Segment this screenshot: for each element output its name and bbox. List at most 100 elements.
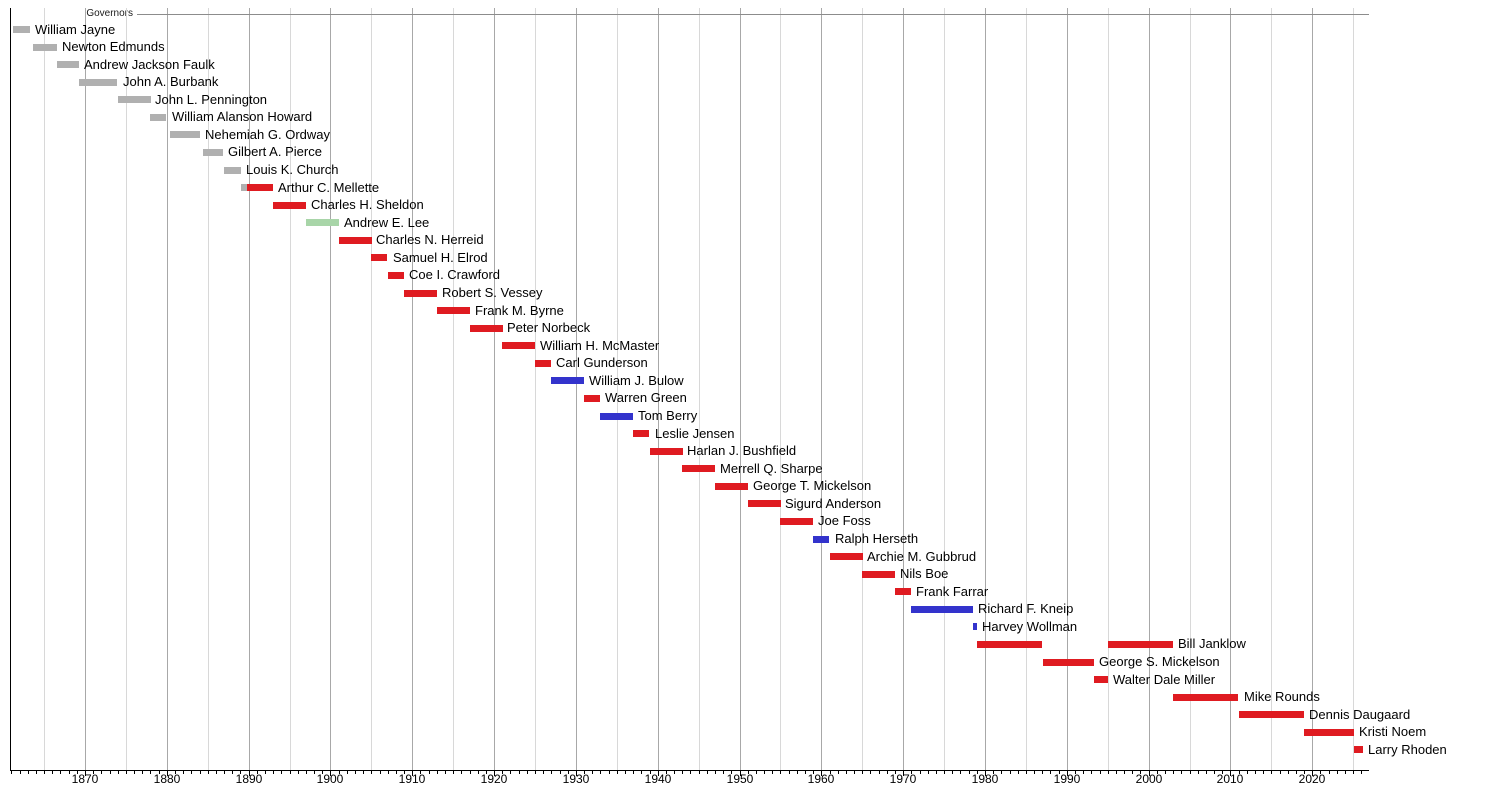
year-tick [232, 771, 233, 774]
decade-tick [494, 771, 495, 776]
term-bar [862, 571, 895, 578]
year-tick [28, 771, 29, 774]
year-tick [502, 771, 503, 774]
year-tick [1345, 771, 1346, 774]
governor-name-label: Andrew Jackson Faulk [84, 57, 215, 72]
term-bar [715, 483, 748, 490]
decade-gridline [1149, 8, 1150, 770]
governor-name-label: Leslie Jensen [655, 426, 735, 441]
governor-name-label: Carl Gunderson [556, 355, 648, 370]
gridline [1026, 8, 1027, 770]
governor-name-label: Richard F. Kneip [978, 601, 1074, 616]
year-tick [101, 771, 102, 774]
year-tick [584, 771, 585, 774]
axis-year-label: 1920 [480, 772, 508, 786]
year-tick [879, 771, 880, 774]
year-tick [797, 771, 798, 774]
governor-name-label: Harlan J. Bushfield [687, 443, 797, 458]
year-tick [830, 771, 831, 774]
governor-name-label: Dennis Daugaard [1309, 707, 1411, 722]
year-tick [682, 771, 683, 774]
year-tick [69, 771, 70, 774]
decade-gridline [1067, 8, 1068, 770]
term-bar [1239, 711, 1304, 718]
year-tick [568, 771, 569, 774]
year-tick [1026, 771, 1027, 774]
year-tick [748, 771, 749, 774]
year-tick [1140, 771, 1141, 774]
year-tick [715, 771, 716, 774]
decade-gridline [740, 8, 741, 770]
term-bar [306, 219, 339, 226]
decade-gridline [1230, 8, 1231, 770]
year-tick [535, 771, 536, 774]
decade-gridline [330, 8, 331, 770]
axis-year-label: 2010 [1216, 772, 1244, 786]
year-tick [707, 771, 708, 774]
year-tick [126, 771, 127, 774]
governor-name-label: Walter Dale Miller [1113, 672, 1216, 687]
governor-name-label: George T. Mickelson [753, 478, 872, 493]
year-tick [920, 771, 921, 774]
governor-name-label: Archie M. Gubbrud [867, 549, 977, 564]
year-tick [290, 771, 291, 774]
year-tick [1034, 771, 1035, 774]
year-tick [813, 771, 814, 774]
year-tick [527, 771, 528, 774]
decade-gridline [494, 8, 495, 770]
chart-title: Governors [86, 8, 133, 19]
year-tick [887, 771, 888, 774]
year-tick [723, 771, 724, 774]
term-bar [650, 448, 683, 455]
year-tick [1206, 771, 1207, 774]
year-tick [1288, 771, 1289, 774]
governor-name-label: Ralph Herseth [835, 531, 919, 546]
year-tick [470, 771, 471, 774]
year-tick [388, 771, 389, 774]
year-tick [1214, 771, 1215, 774]
year-tick [1198, 771, 1199, 774]
term-bar [79, 79, 117, 86]
year-tick [437, 771, 438, 774]
year-tick [1222, 771, 1223, 774]
year-tick [764, 771, 765, 774]
term-bar [339, 237, 372, 244]
gridline [1108, 8, 1109, 770]
decade-tick [821, 771, 822, 776]
term-bar [1304, 729, 1354, 736]
year-tick [355, 771, 356, 774]
year-tick [371, 771, 372, 774]
year-tick [453, 771, 454, 774]
term-bar [551, 377, 584, 384]
year-tick [1108, 771, 1109, 774]
governor-name-label: William H. McMaster [540, 338, 660, 353]
year-tick [224, 771, 225, 774]
year-tick [445, 771, 446, 774]
term-bar [830, 553, 863, 560]
year-tick [936, 771, 937, 774]
axis-year-label: 2020 [1298, 772, 1326, 786]
term-bar [911, 606, 973, 613]
governor-name-label: Joe Foss [818, 513, 871, 528]
year-tick [110, 771, 111, 774]
decade-gridline [903, 8, 904, 770]
decade-tick [249, 771, 250, 776]
year-tick [560, 771, 561, 774]
year-tick [1181, 771, 1182, 774]
term-bar [170, 131, 200, 138]
year-tick [551, 771, 552, 774]
year-tick [609, 771, 610, 774]
year-tick [674, 771, 675, 774]
governor-name-label: Samuel H. Elrod [393, 250, 488, 265]
year-tick [952, 771, 953, 774]
year-tick [257, 771, 258, 774]
term-bar [371, 254, 387, 261]
axis-year-label: 1990 [1053, 772, 1081, 786]
year-tick [1091, 771, 1092, 774]
year-tick [44, 771, 45, 774]
decade-tick [330, 771, 331, 776]
governor-name-label: Coe I. Crawford [409, 267, 501, 282]
year-tick [928, 771, 929, 774]
gridline [290, 8, 291, 770]
